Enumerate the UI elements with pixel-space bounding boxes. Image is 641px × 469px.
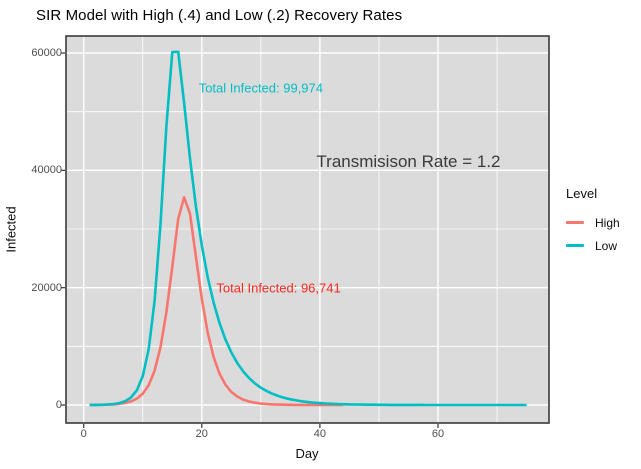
legend-items: High Low xyxy=(566,211,641,257)
x-axis-title: Day xyxy=(295,446,319,461)
y-axis-title: Infected xyxy=(3,206,19,253)
series-line-low xyxy=(89,50,527,407)
legend-label: High xyxy=(595,215,620,230)
y-tick-label: 0 xyxy=(55,398,62,411)
x-tick-label: 40 xyxy=(313,428,327,440)
legend-item-high: High xyxy=(566,211,641,234)
series-line-high xyxy=(89,196,344,407)
x-tick-label: 60 xyxy=(431,428,445,440)
legend-title: Level xyxy=(566,186,598,201)
x-tick-label: 0 xyxy=(80,428,87,440)
panel-border xyxy=(65,35,550,424)
legend-label: Low xyxy=(595,238,618,253)
legend: Level High Low xyxy=(566,186,641,257)
y-tick-label: 20000 xyxy=(31,281,62,294)
y-tick-label: 40000 xyxy=(31,164,62,177)
annotation: Total Infected: 99,974 xyxy=(198,80,323,96)
legend-item-low: Low xyxy=(566,234,641,257)
y-tick-label: 60000 xyxy=(31,47,62,59)
legend-swatch-high xyxy=(566,221,584,224)
annotation: Transmisison Rate = 1.2 xyxy=(316,151,501,171)
legend-swatch-low xyxy=(566,244,584,247)
x-tick-label: 20 xyxy=(195,428,208,440)
chart-title: SIR Model with High (.4) and Low (.2) Re… xyxy=(36,7,403,24)
annotation: Total Infected: 96,741 xyxy=(216,280,341,296)
